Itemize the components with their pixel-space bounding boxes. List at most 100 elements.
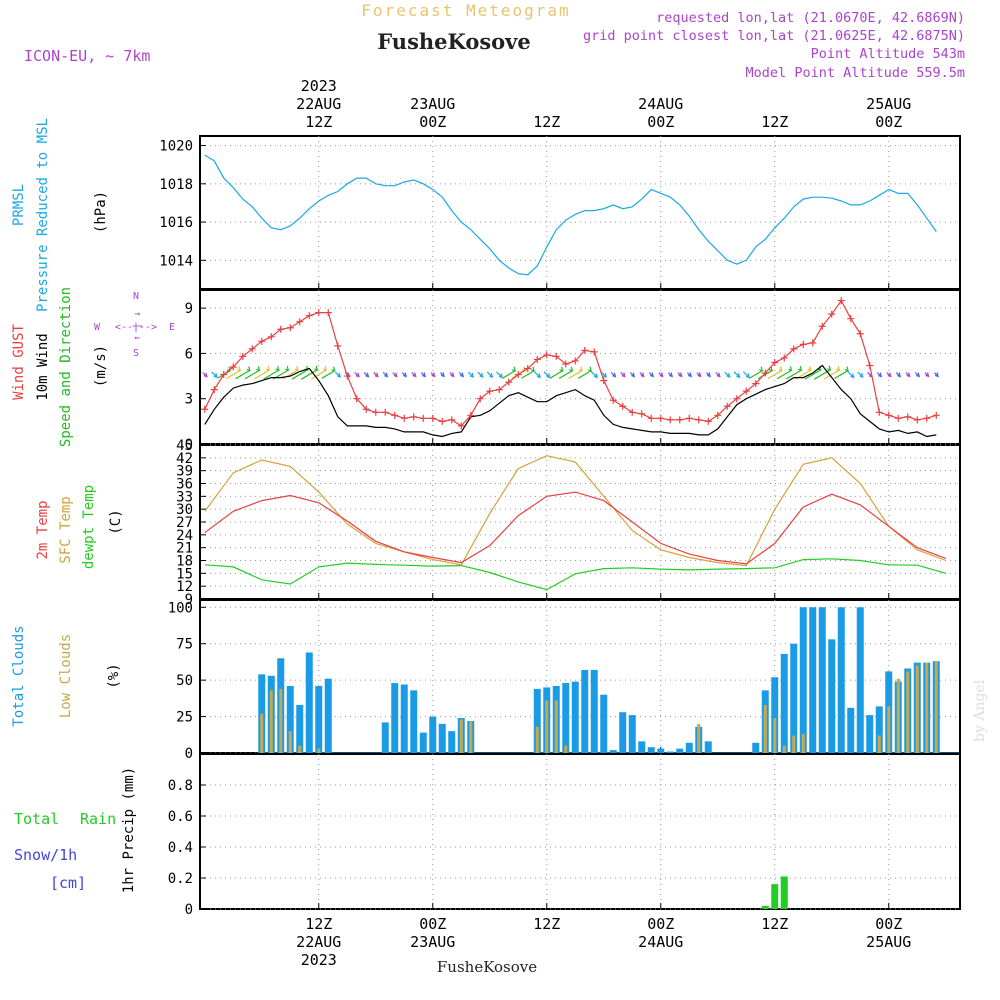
- wind-arrow: [291, 369, 308, 380]
- top-time-label: 00Z: [875, 113, 902, 131]
- gust-marker: [239, 352, 247, 360]
- gust-marker: [837, 297, 845, 305]
- low-cloud-bar: [915, 665, 919, 753]
- chart-title: Forecast Meteogram: [361, 1, 570, 20]
- total-cloud-bar: [676, 748, 684, 753]
- wind-direction-arrows: [202, 365, 939, 380]
- gust-marker: [590, 348, 598, 356]
- 2m-temp-line: [204, 491, 947, 565]
- wind-ylabel-speed: 10m Wind: [35, 333, 51, 400]
- bottom-time-label: 12Z: [305, 915, 332, 933]
- precip-ylabel-total: Total: [14, 810, 59, 828]
- wind-arrow-head: [559, 366, 564, 372]
- wind-arrow-head: [546, 373, 551, 379]
- wind-arrow: [847, 371, 855, 378]
- wind-arrow: [235, 369, 251, 380]
- bottom-time-label: 00Z: [647, 915, 674, 933]
- gust-marker: [866, 361, 874, 369]
- gust-marker: [324, 309, 332, 317]
- low-cloud-bar: [535, 726, 539, 753]
- y-tick-label: 1016: [159, 215, 193, 231]
- gust-marker: [457, 422, 465, 430]
- y-tick-label: 0.6: [168, 809, 193, 825]
- precip-y-ticks: 0 0.2 0.4 0.6 0.8: [168, 778, 206, 918]
- credit: by Angel: [972, 679, 988, 742]
- gust-marker: [771, 358, 779, 366]
- wind-arrow-head: [916, 372, 921, 378]
- gust-marker: [353, 395, 361, 403]
- wind-arrow-head: [203, 372, 208, 378]
- total-cloud-bar: [828, 639, 836, 753]
- low-cloud-bar: [801, 734, 805, 753]
- gust-marker: [248, 345, 256, 353]
- wind-arrow-head: [778, 366, 783, 372]
- pressure-line: [204, 154, 937, 276]
- wind-ylabel-gust: Wind GUST: [11, 324, 27, 400]
- top-time-label: 00Z: [647, 113, 674, 131]
- wind-arrow-head: [294, 365, 299, 371]
- low-cloud-bar: [877, 735, 881, 753]
- compass-e: E: [169, 322, 175, 333]
- gust-marker: [210, 386, 218, 394]
- wind-arrow: [834, 370, 849, 380]
- wind-arrow-head: [213, 373, 218, 379]
- wind-gust-markers: [201, 297, 940, 430]
- low-cloud-bar: [288, 731, 292, 753]
- wind-arrow-head: [256, 366, 261, 372]
- low-cloud-bar: [773, 718, 777, 753]
- wind-arrow: [321, 370, 335, 379]
- wind-arrow-head: [530, 366, 535, 372]
- total-cloud-bar: [571, 681, 579, 753]
- y-tick-label: 27: [176, 515, 193, 531]
- wind-arrow-head: [469, 372, 474, 378]
- low-cloud-bar: [697, 723, 701, 753]
- low-cloud-bar: [469, 720, 473, 753]
- wind-arrow-head: [827, 365, 832, 371]
- low-cloud-bar: [887, 706, 891, 753]
- wind-arrow-head: [759, 366, 764, 372]
- y-tick-label: 1018: [159, 177, 193, 193]
- total-cloud-bar: [856, 607, 864, 753]
- y-tick-label: 50: [176, 673, 193, 689]
- model-label: ICON-EU, ~ 7km: [24, 47, 150, 65]
- wind-arrow: [776, 369, 792, 380]
- gust-marker: [761, 369, 769, 377]
- total-cloud-bar: [628, 715, 636, 753]
- wind-arrow-head: [887, 372, 892, 378]
- gust-marker: [666, 416, 674, 424]
- top-time-label: 12Z: [533, 113, 560, 131]
- wind-arrow-head: [275, 365, 280, 372]
- gust-marker: [742, 387, 750, 395]
- low-cloud-bar: [279, 688, 283, 753]
- total-cloud-bar: [609, 750, 617, 753]
- wind-arrow-head: [593, 373, 598, 379]
- total-cloud-bar: [666, 751, 674, 753]
- point-altitude: Point Altitude 543m: [811, 46, 965, 62]
- wind-arrow: [568, 370, 583, 380]
- wind-arrow: [549, 370, 563, 379]
- wind-arrow-head: [844, 366, 849, 372]
- gust-marker: [885, 411, 893, 419]
- pressure-ylabel-1: PRMSL: [11, 184, 27, 226]
- top-time-label: 22AUG: [296, 95, 341, 113]
- total-cloud-bar: [638, 741, 646, 753]
- bottom-time-label: 00Z: [875, 915, 902, 933]
- gust-marker: [343, 372, 351, 380]
- wind-arrow-head: [226, 366, 231, 372]
- gust-marker: [609, 396, 617, 404]
- wind-compass: N ↑ | ↓ <--|--> W E S: [94, 291, 175, 359]
- gust-marker: [334, 342, 342, 350]
- y-tick-label: 36: [176, 477, 193, 493]
- total-cloud-bar: [286, 685, 294, 753]
- gust-marker: [419, 414, 427, 422]
- gust-marker: [619, 402, 627, 410]
- wind-arrow-head: [331, 366, 336, 372]
- gust-marker: [704, 417, 712, 425]
- y-tick-label: 0: [185, 437, 193, 453]
- gust-marker: [201, 405, 209, 413]
- total-cloud-bar: [647, 747, 655, 753]
- y-tick-label: 33: [176, 489, 193, 505]
- wind-arrow: [254, 369, 270, 380]
- gust-marker: [847, 315, 855, 323]
- wind-arrow-head: [640, 372, 645, 378]
